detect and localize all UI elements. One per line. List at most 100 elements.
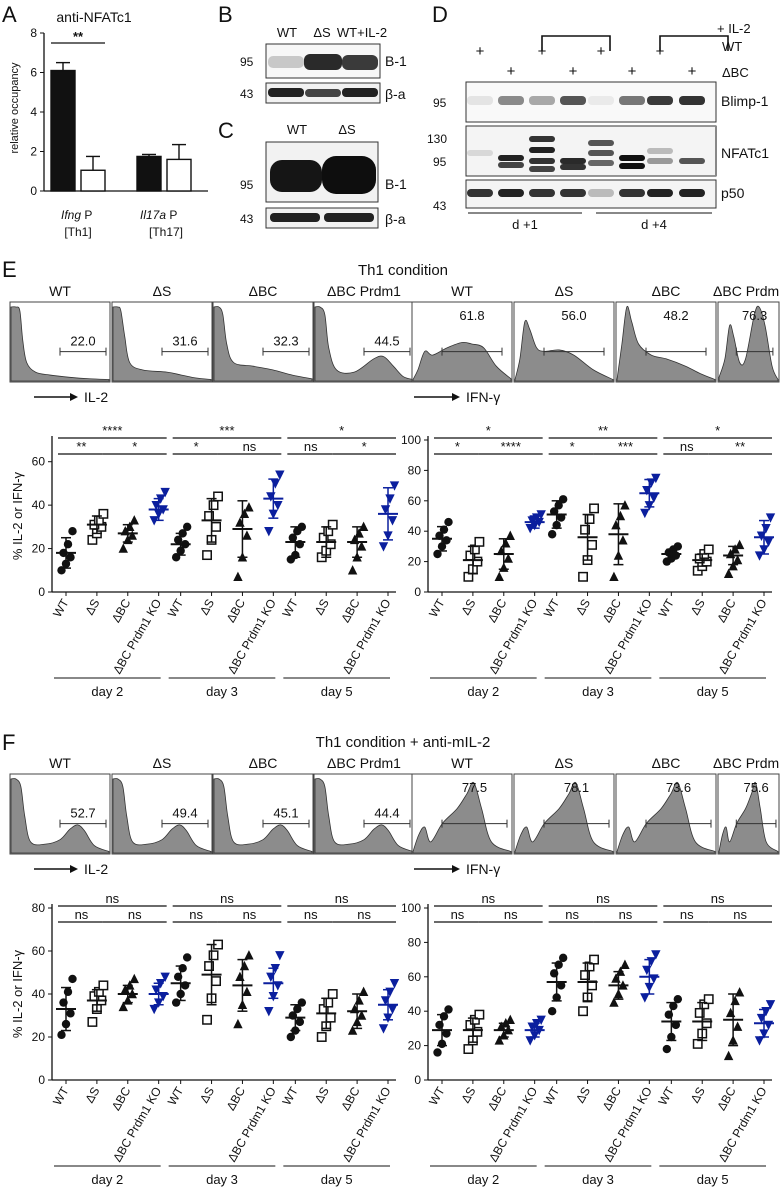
point-wt [295, 1017, 305, 1027]
gate-percent: 52.7 [70, 806, 95, 821]
point-wt [63, 540, 73, 549]
x-tick-label: WT [655, 596, 677, 620]
sig-label: ns [711, 891, 725, 906]
point-dbc [129, 973, 139, 984]
day-label: day 5 [697, 1172, 729, 1187]
point-dbc [129, 515, 139, 525]
ifng-plot-histogram [616, 305, 716, 382]
panel-d-letter: D [432, 2, 448, 27]
panel-d-lane-signs: + + + + + + + + [476, 43, 697, 80]
x-tick-label: WT [165, 1084, 187, 1108]
flow-col-header: ΔBC [652, 755, 681, 771]
band [270, 160, 322, 192]
gate-percent: 48.2 [663, 308, 688, 323]
sig-label: * [194, 439, 199, 454]
y-tick-label: 40 [408, 1004, 422, 1018]
panel-c-lane-wt: WT [287, 122, 307, 137]
point-dbc-prdm1 [387, 1004, 398, 1015]
band [588, 150, 614, 156]
x-tick-label: ΔBC [485, 1084, 510, 1113]
sig-label: **** [102, 423, 122, 438]
x-tick-label: WT [279, 1084, 301, 1108]
sig-label: ** [73, 29, 84, 44]
il2-plot-histogram [112, 778, 212, 854]
flow-col-header: ΔBC Prdm1 [713, 283, 780, 299]
x-tick-label: WT [655, 1084, 677, 1108]
point-dbc-prdm1 [754, 1036, 765, 1046]
x-tick-label: ΔS [458, 597, 478, 618]
point-dbc [354, 995, 364, 1005]
day-label: day 3 [206, 1172, 238, 1187]
y-tick-label: 40 [32, 498, 46, 512]
y-tick-label: 20 [32, 1030, 46, 1044]
y-tick-label: 0 [30, 184, 37, 198]
sig-label: ns [680, 439, 694, 454]
x-tick-label: WT [426, 1084, 448, 1108]
point-wt [433, 1048, 442, 1057]
sig-label: ns [565, 907, 579, 922]
p50-bands [467, 189, 705, 197]
panel-d-wt-label: WT [722, 39, 742, 54]
point-wt [68, 527, 77, 536]
ifng-plot-histogram [514, 319, 614, 382]
nfatc1-bands [467, 126, 717, 176]
sig-label: ns [243, 439, 257, 454]
point-dbc-prdm1 [642, 965, 652, 976]
x-tick-label: WT [541, 596, 563, 620]
point-wt [182, 953, 192, 962]
point-ds [463, 1044, 474, 1054]
band [588, 160, 614, 166]
panel-c-label-ba: β-a [385, 211, 406, 227]
band [304, 54, 342, 70]
dbc-plus: + [569, 63, 578, 80]
point-ds [87, 1017, 98, 1027]
scatter-ylabel: % IL-2 or IFN-γ [10, 949, 25, 1038]
y-tick-label: 60 [32, 944, 46, 958]
point-dbc [734, 539, 745, 550]
panel-d-day1: d +1 [512, 217, 538, 232]
panel-b-lane-ds: ΔS [313, 25, 331, 40]
panel-b-label-b1: B-1 [385, 53, 407, 69]
point-wt [442, 536, 451, 545]
bar [80, 169, 106, 192]
sig-label: * [132, 439, 137, 454]
band [647, 96, 673, 105]
point-ds [208, 500, 219, 511]
ifng-subgroup: [Th1] [64, 225, 91, 239]
y-tick-label: 2 [30, 145, 37, 159]
point-wt [444, 517, 453, 527]
x-tick-label: ΔBC [338, 1084, 363, 1113]
x-tick-label: ΔS [197, 1085, 217, 1106]
point-wt [297, 522, 307, 532]
band [498, 155, 524, 161]
point-dbc [734, 987, 745, 997]
band [560, 158, 586, 164]
point-wt [442, 1029, 451, 1038]
ifng-gene-name: Ifng [61, 208, 81, 222]
sig-label: ns [680, 907, 694, 922]
flow-col-header: WT [49, 755, 71, 771]
point-wt [178, 964, 187, 973]
x-tick-label: WT [279, 596, 301, 620]
y-tick-label: 80 [408, 463, 422, 477]
flow-col-header: ΔBC Prdm1 [713, 755, 780, 771]
flow-col-header: ΔBC [652, 283, 681, 299]
point-dbc [615, 510, 626, 521]
flow-col-header: ΔBC [249, 283, 278, 299]
ifng-plot-histogram [718, 305, 779, 382]
point-dbc [732, 554, 743, 565]
point-wt [662, 1044, 672, 1054]
point-ds [323, 997, 334, 1008]
y-tick-label: 60 [408, 494, 422, 508]
il17a-subgroup: [Th17] [149, 225, 183, 239]
sig-label: ns [128, 907, 142, 922]
x-tick-label: ΔS [312, 1085, 332, 1106]
point-dbc [358, 521, 369, 532]
point-dbc [730, 995, 740, 1006]
x-tick-label: WT [426, 596, 448, 620]
point-dbc [620, 500, 630, 510]
point-ds [208, 950, 219, 961]
band [560, 164, 586, 170]
sig-label: * [570, 439, 575, 454]
